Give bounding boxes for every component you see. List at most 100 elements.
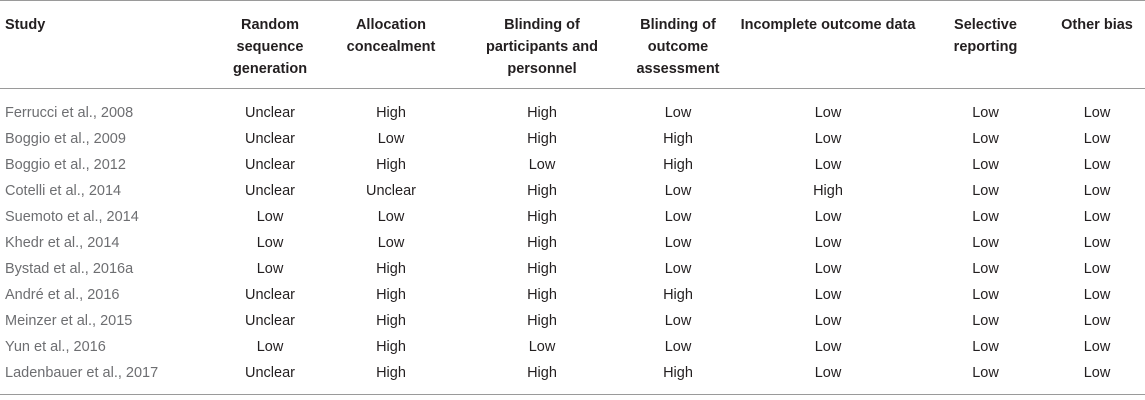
table-header-row: Study Random sequence generation Allocat… — [0, 0, 1145, 89]
cell-blinding-outcome-assessment: High — [663, 287, 693, 303]
cell-blinding-outcome-assessment: Low — [664, 339, 692, 355]
cell-random-sequence-generation: Unclear — [245, 131, 295, 147]
cell-incomplete-outcome-data: High — [813, 183, 843, 199]
table-row: Ferrucci et al., 2008 Unclear High High Low L… — [0, 89, 1145, 127]
cell-incomplete-outcome-data: Low — [814, 209, 842, 225]
cell-selective-reporting: Low — [972, 287, 999, 303]
cell-study: Bystad et al., 2016a — [5, 261, 134, 277]
cell-study: Cotelli et al., 2014 — [5, 183, 122, 199]
cell-other-bias: Low — [1083, 209, 1111, 225]
header-allocation-concealment: Allocation concealment — [346, 17, 436, 55]
cell-allocation-concealment: High — [376, 313, 406, 329]
cell-other-bias: Low — [1083, 261, 1111, 277]
cell-random-sequence-generation: Unclear — [245, 287, 295, 303]
cell-study: Boggio et al., 2009 — [5, 131, 126, 147]
table-row: Meinzer et al., 2015 Unclear High High Low Lo… — [0, 308, 1145, 334]
table-row: Boggio et al., 2012 Unclear High Low High Low… — [0, 152, 1145, 178]
cell-other-bias: Low — [1083, 339, 1111, 355]
header-selective-reporting: Selective reporting — [953, 17, 1018, 55]
cell-incomplete-outcome-data: Low — [814, 287, 842, 303]
cell-other-bias: Low — [1083, 131, 1111, 147]
cell-allocation-concealment: Low — [377, 131, 405, 147]
cell-study: Ferrucci et al., 2008 — [5, 105, 134, 121]
cell-study: Khedr et al., 2014 — [5, 235, 120, 251]
cell-blinding-participants: High — [527, 365, 557, 381]
cell-selective-reporting: Low — [972, 157, 999, 173]
cell-study: André et al., 2016 — [5, 287, 120, 303]
cell-allocation-concealment: High — [376, 105, 406, 121]
cell-random-sequence-generation: Unclear — [245, 365, 295, 381]
cell-random-sequence-generation: Low — [256, 261, 284, 277]
cell-random-sequence-generation: Unclear — [245, 157, 295, 173]
cell-random-sequence-generation: Unclear — [245, 183, 295, 199]
table-row: Khedr et al., 2014 Low Low High Low Low Low Low — [0, 230, 1145, 256]
cell-blinding-participants: High — [527, 183, 557, 199]
cell-blinding-outcome-assessment: High — [663, 131, 693, 147]
cell-selective-reporting: Low — [972, 209, 999, 225]
cell-blinding-outcome-assessment: Low — [664, 235, 692, 251]
cell-random-sequence-generation: Unclear — [245, 105, 295, 121]
cell-allocation-concealment: Low — [377, 209, 405, 225]
cell-allocation-concealment: High — [376, 339, 406, 355]
cell-random-sequence-generation: Low — [256, 339, 284, 355]
cell-selective-reporting: Low — [972, 261, 999, 277]
table-row: Yun et al., 2016 Low High Low Low Low Low Low — [0, 334, 1145, 360]
header-incomplete-outcome-data: Incomplete outcome data — [740, 17, 916, 33]
cell-allocation-concealment: Low — [377, 235, 405, 251]
cell-incomplete-outcome-data: Low — [814, 131, 842, 147]
cell-study: Ladenbauer et al., 2017 — [5, 365, 159, 381]
cell-other-bias: Low — [1083, 313, 1111, 329]
cell-other-bias: Low — [1083, 235, 1111, 251]
table-row: Suemoto et al., 2014 Low Low High Low Low Low L… — [0, 204, 1145, 230]
cell-selective-reporting: Low — [972, 339, 999, 355]
cell-incomplete-outcome-data: Low — [814, 365, 842, 381]
cell-selective-reporting: Low — [972, 235, 999, 251]
cell-other-bias: Low — [1083, 287, 1111, 303]
cell-incomplete-outcome-data: Low — [814, 235, 842, 251]
cell-blinding-participants: High — [527, 261, 557, 277]
cell-blinding-outcome-assessment: Low — [664, 105, 692, 121]
header-random-sequence-generation: Random sequence generation — [232, 17, 308, 77]
cell-random-sequence-generation: Low — [256, 235, 284, 251]
cell-allocation-concealment: High — [376, 365, 406, 381]
cell-study: Yun et al., 2016 — [5, 339, 106, 355]
cell-selective-reporting: Low — [972, 131, 999, 147]
cell-allocation-concealment: High — [376, 261, 406, 277]
cell-blinding-participants: High — [527, 209, 557, 225]
header-study: Study — [5, 17, 46, 33]
cell-other-bias: Low — [1083, 157, 1111, 173]
cell-random-sequence-generation: Low — [256, 209, 284, 225]
cell-study: Suemoto et al., 2014 — [5, 209, 139, 225]
header-other-bias: Other bias — [1061, 17, 1133, 33]
cell-incomplete-outcome-data: Low — [814, 261, 842, 277]
cell-blinding-participants: High — [527, 105, 557, 121]
cell-selective-reporting: Low — [972, 365, 999, 381]
header-blinding-participants: Blinding of participants and personnel — [486, 17, 598, 77]
cell-blinding-outcome-assessment: Low — [664, 209, 692, 225]
cell-incomplete-outcome-data: Low — [814, 105, 842, 121]
cell-blinding-participants: High — [527, 313, 557, 329]
cell-blinding-participants: High — [527, 131, 557, 147]
cell-blinding-outcome-assessment: Low — [664, 313, 692, 329]
table-body: Ferrucci et al., 2008 Unclear High High Low L… — [0, 89, 1145, 395]
cell-other-bias: Low — [1083, 105, 1111, 121]
cell-selective-reporting: Low — [972, 313, 999, 329]
header-blinding-outcome-assessment: Blinding of outcome assessment — [636, 17, 720, 77]
cell-blinding-participants: High — [527, 235, 557, 251]
table-row: Ladenbauer et al., 2017 Unclear High High Hi… — [0, 360, 1145, 395]
cell-blinding-outcome-assessment: High — [663, 157, 693, 173]
cell-selective-reporting: Low — [972, 105, 999, 121]
cell-study: Boggio et al., 2012 — [5, 157, 126, 173]
cell-blinding-outcome-assessment: Low — [664, 261, 692, 277]
cell-random-sequence-generation: Unclear — [245, 313, 295, 329]
cell-other-bias: Low — [1083, 365, 1111, 381]
cell-study: Meinzer et al., 2015 — [5, 313, 133, 329]
cell-incomplete-outcome-data: Low — [814, 313, 842, 329]
cell-allocation-concealment: Unclear — [366, 183, 416, 199]
table-row: Bystad et al., 2016a Low High High Low Low Low… — [0, 256, 1145, 282]
table-row: Cotelli et al., 2014 Unclear Unclear High Lo… — [0, 178, 1145, 204]
cell-incomplete-outcome-data: Low — [814, 339, 842, 355]
cell-selective-reporting: Low — [972, 183, 999, 199]
